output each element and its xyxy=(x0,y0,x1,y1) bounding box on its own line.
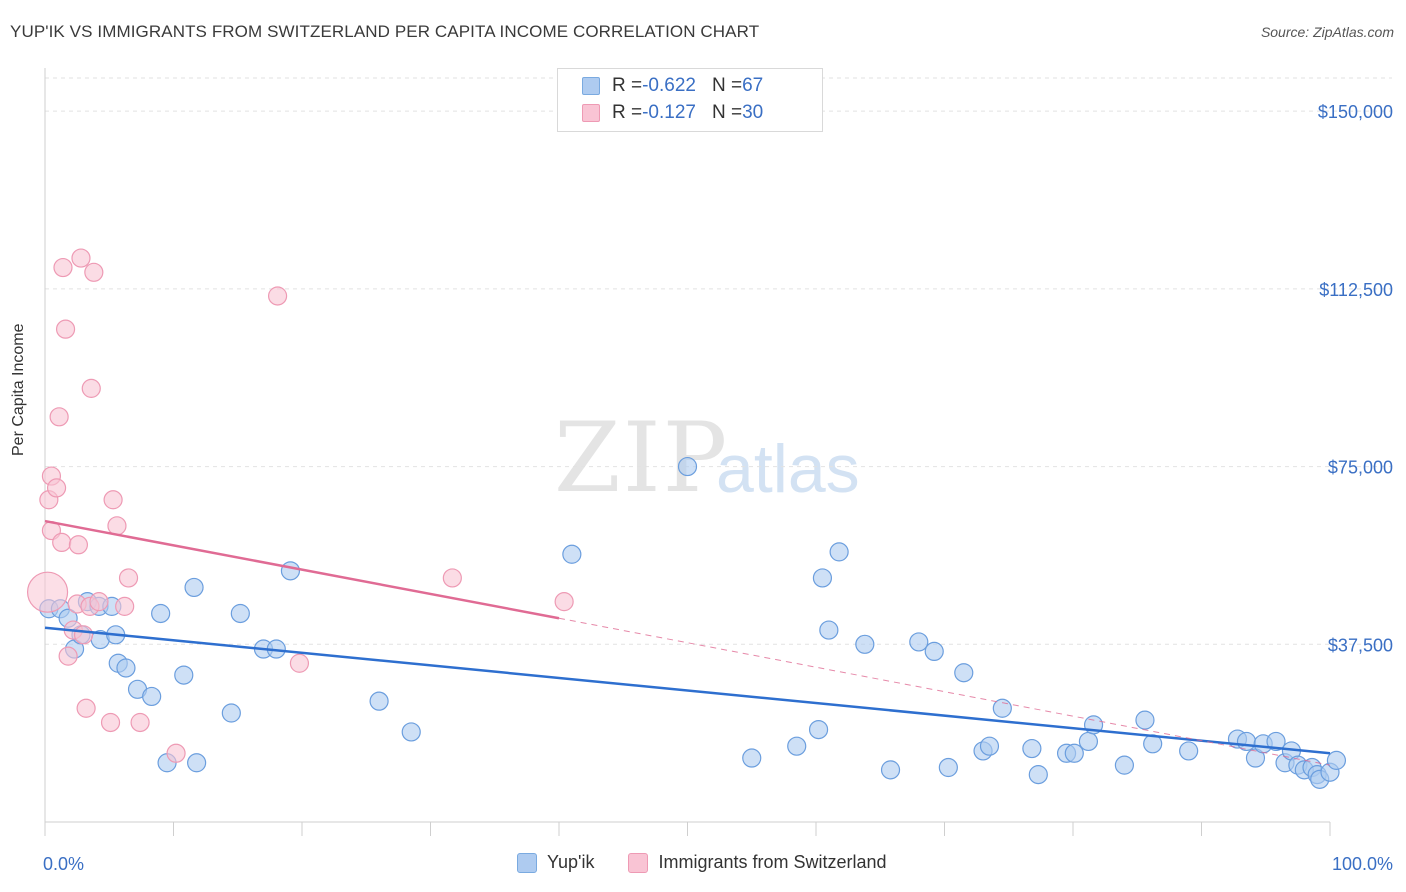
legend-label: Immigrants from Switzerland xyxy=(658,852,887,872)
switzerland-point xyxy=(89,592,109,612)
switzerland-point xyxy=(115,596,135,616)
yupik-point xyxy=(677,456,698,477)
yupik-point xyxy=(954,663,974,683)
switzerland-point xyxy=(73,625,94,645)
watermark-zip: ZIP xyxy=(554,402,730,514)
yupik-point xyxy=(1114,755,1135,775)
switzerland-legend-swatch xyxy=(628,852,649,873)
r-value: -0.622 xyxy=(642,75,696,96)
yupik-point xyxy=(1326,750,1347,770)
y-tick-label: $75,000 xyxy=(1328,458,1393,478)
yupik-point xyxy=(142,686,162,707)
switzerland-point xyxy=(55,319,76,339)
yupik-point xyxy=(855,634,875,654)
switzerland-point xyxy=(118,568,139,588)
stats-row-yupik: R = -0.622 N = 67 xyxy=(582,74,763,98)
y-axis-label: Per Capita Income xyxy=(10,323,27,456)
yupik-point xyxy=(1266,731,1286,752)
yupik-point xyxy=(369,691,389,711)
switzerland-point xyxy=(46,478,67,498)
legend-item-yupik[interactable]: Yup'ik xyxy=(517,852,594,873)
yupik-point xyxy=(787,736,807,756)
yupik-point xyxy=(909,632,929,652)
switzerland-point xyxy=(442,568,462,588)
yupik-point xyxy=(1028,765,1048,785)
yupik-point xyxy=(1135,710,1155,730)
switzerland-point xyxy=(49,407,69,427)
watermark-atlas: atlas xyxy=(716,431,860,507)
yupik-point xyxy=(1078,731,1099,752)
yupik-point xyxy=(938,757,958,778)
n-value: 67 xyxy=(742,75,764,96)
yupik-point xyxy=(562,544,582,564)
yupik-point xyxy=(230,603,250,624)
yupik-point xyxy=(116,658,136,678)
switzerland-point xyxy=(130,712,150,733)
yupik-point xyxy=(174,665,194,685)
yupik-point xyxy=(280,561,301,581)
yupik-swatch xyxy=(582,77,600,95)
stats-row-switzerland: R = -0.127 N = 30 xyxy=(582,101,763,125)
switzerland-point xyxy=(107,516,127,536)
y-tick-label: $37,500 xyxy=(1328,635,1393,655)
source-label: Source: ZipAtlas.com xyxy=(1260,24,1394,40)
switzerland-point xyxy=(289,653,310,673)
x-tick-label: 0.0% xyxy=(43,854,84,874)
yupik-point xyxy=(401,722,421,742)
yupik-point xyxy=(1022,738,1042,759)
r-value: -0.127 xyxy=(642,102,696,123)
y-tick-label: $150,000 xyxy=(1318,102,1393,122)
yupik-point xyxy=(184,577,204,598)
y-tick-label: $112,500 xyxy=(1319,280,1393,300)
n-label: N = xyxy=(711,75,743,96)
yupik-point xyxy=(979,736,1000,756)
yupik-legend-swatch xyxy=(517,852,537,873)
yupik-point xyxy=(742,748,762,768)
chart-title: YUP'IK VS IMMIGRANTS FROM SWITZERLAND PE… xyxy=(10,22,760,41)
yupik-point xyxy=(880,760,901,780)
switzerland-point xyxy=(52,532,72,553)
switzerland-point xyxy=(76,698,96,718)
yupik-point xyxy=(1179,741,1199,761)
yupik-trend-line xyxy=(44,626,1331,755)
switzerland-point xyxy=(71,248,91,268)
yupik-point xyxy=(221,703,241,723)
switzerland-trend-extension xyxy=(558,617,1331,766)
r-label: R = xyxy=(612,102,643,123)
legend-label: Yup'ik xyxy=(547,852,595,872)
yupik-point xyxy=(829,542,849,562)
r-label: R = xyxy=(612,75,643,96)
x-tick-label: 100.0% xyxy=(1332,854,1393,874)
yupik-point xyxy=(819,620,839,640)
n-label: N = xyxy=(711,102,743,123)
switzerland-point xyxy=(68,535,89,555)
yupik-point xyxy=(1064,743,1084,763)
switzerland-point xyxy=(554,592,574,612)
yupik-point xyxy=(812,568,833,588)
switzerland-point xyxy=(100,712,121,733)
switzerland-point xyxy=(166,743,186,763)
switzerland-trend-line xyxy=(44,519,560,620)
stats-legend: R = -0.622 N = 67 R = -0.127 N = 30 xyxy=(557,68,823,132)
yupik-point xyxy=(924,641,944,662)
yupik-point xyxy=(151,603,171,624)
switzerland-point xyxy=(26,571,69,613)
switzerland-point xyxy=(58,646,78,666)
switzerland-point xyxy=(81,378,101,398)
switzerland-point xyxy=(103,490,123,510)
legend-item-switzerland[interactable]: Immigrants from Switzerland xyxy=(628,852,887,873)
switzerland-point xyxy=(53,257,73,278)
yupik-point xyxy=(808,719,829,740)
switzerland-point xyxy=(84,262,104,282)
series-legend: Yup'ik Immigrants from Switzerland xyxy=(517,852,921,873)
yupik-point xyxy=(187,753,207,773)
n-value: 30 xyxy=(742,102,764,123)
switzerland-point xyxy=(267,286,288,306)
switzerland-swatch xyxy=(582,104,600,122)
